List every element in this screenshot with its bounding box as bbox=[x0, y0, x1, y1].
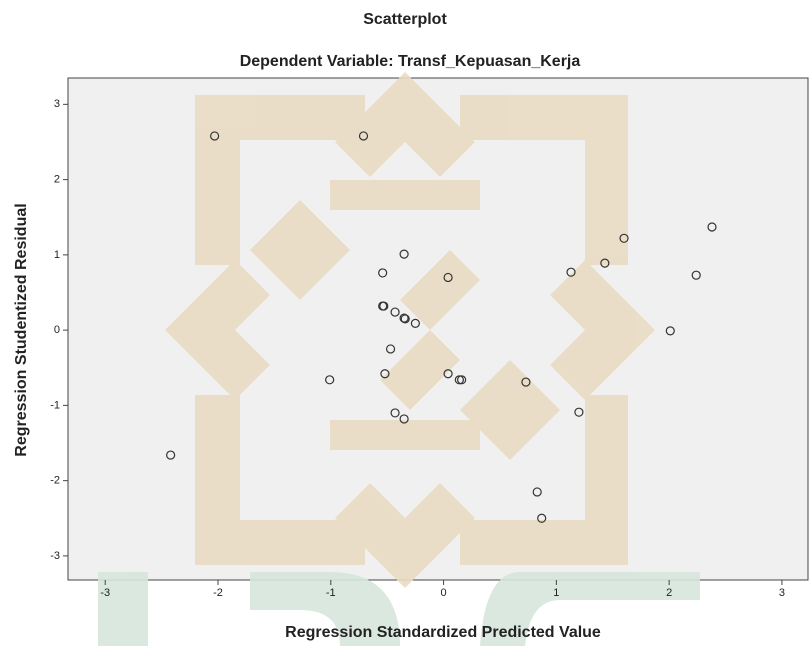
y-tick-label: -2 bbox=[50, 475, 60, 487]
point bbox=[619, 233, 629, 243]
point bbox=[358, 131, 369, 141]
point bbox=[457, 375, 467, 385]
point bbox=[574, 407, 584, 417]
point bbox=[665, 326, 675, 336]
point bbox=[566, 267, 576, 277]
point bbox=[379, 301, 389, 311]
chart-subtitle: Dependent Variable: Transf_Kepuasan_Kerj… bbox=[240, 53, 581, 70]
point bbox=[385, 344, 396, 354]
x-tick-label: 1 bbox=[553, 587, 559, 599]
point bbox=[600, 258, 610, 268]
point bbox=[400, 314, 410, 324]
y-tick-label: 1 bbox=[54, 249, 60, 261]
point bbox=[443, 272, 453, 283]
x-tick-label: -1 bbox=[326, 587, 336, 599]
point bbox=[410, 318, 420, 328]
point bbox=[399, 414, 409, 424]
point bbox=[166, 450, 176, 460]
point bbox=[390, 408, 400, 418]
x-tick-label: 0 bbox=[441, 587, 447, 599]
y-axis-label: Regression Studentized Residual bbox=[13, 203, 30, 456]
point bbox=[378, 268, 388, 278]
x-axis-label: Regression Standardized Predicted Value bbox=[285, 624, 601, 641]
y-tick-label: -3 bbox=[50, 550, 60, 562]
point bbox=[399, 249, 409, 259]
y-tick-label: 0 bbox=[54, 324, 60, 336]
point bbox=[707, 222, 717, 232]
point bbox=[537, 513, 547, 523]
point bbox=[390, 307, 400, 317]
x-tick-label: 2 bbox=[666, 587, 672, 599]
y-tick-label: 3 bbox=[54, 98, 60, 110]
point bbox=[325, 375, 335, 385]
point bbox=[443, 369, 453, 379]
point bbox=[691, 270, 701, 280]
x-tick-label: -2 bbox=[213, 587, 223, 599]
point bbox=[521, 377, 531, 387]
x-tick-label: 3 bbox=[779, 587, 785, 599]
point bbox=[380, 369, 390, 379]
point bbox=[210, 131, 220, 141]
y-tick-label: 2 bbox=[54, 174, 60, 186]
x-tick-label: -3 bbox=[100, 587, 110, 599]
watermark bbox=[98, 72, 700, 646]
chart-title: Scatterplot bbox=[363, 11, 447, 28]
point bbox=[399, 313, 409, 323]
y-tick-label: -1 bbox=[50, 399, 60, 411]
point bbox=[532, 487, 542, 497]
